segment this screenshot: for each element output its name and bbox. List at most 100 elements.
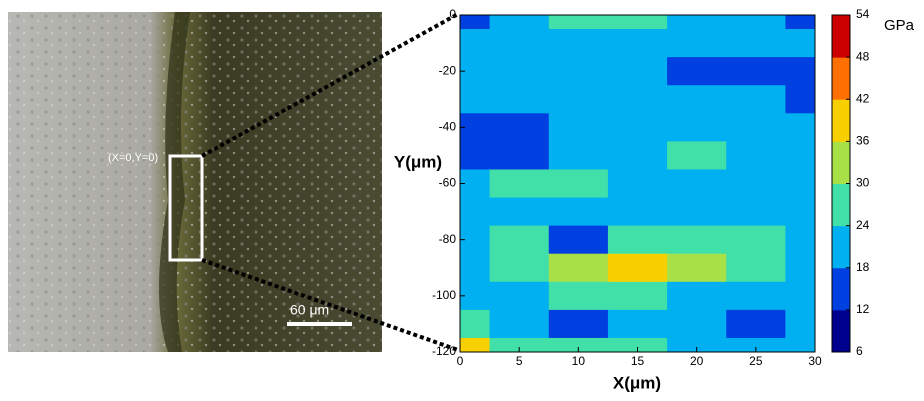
contour-cell <box>667 281 727 311</box>
contour-cell <box>667 337 727 353</box>
contour-cell <box>607 169 668 199</box>
contour-cell <box>785 281 816 311</box>
colorbar-tick-label: 36 <box>856 134 870 148</box>
contour-cell <box>726 169 786 199</box>
contour-cell <box>460 281 491 311</box>
contour-cell <box>489 225 550 255</box>
colorbar-tick-label: 6 <box>856 344 863 358</box>
scale-label: 60 μm <box>290 302 329 318</box>
x-tick-label: 20 <box>690 354 704 368</box>
contour-cell <box>726 281 786 311</box>
contour-cell <box>785 141 816 170</box>
contour-cell <box>785 253 816 283</box>
y-tick-label: -60 <box>439 176 457 190</box>
colorbar-segment <box>832 309 850 353</box>
contour-cell <box>607 141 668 170</box>
contour-cell <box>785 225 816 255</box>
colorbar-segment <box>832 99 850 142</box>
contour-cell <box>489 281 550 311</box>
contour-cell <box>489 253 550 283</box>
contour-cell <box>548 29 609 58</box>
contour-cell <box>607 57 668 86</box>
contour-cell <box>548 225 609 255</box>
contour-cell <box>667 169 727 199</box>
contour-cell <box>548 141 609 170</box>
contour-cell <box>607 85 668 114</box>
contour-cell <box>460 57 491 86</box>
y-axis-label: Y(μm) <box>394 152 442 171</box>
contour-cell <box>489 57 550 86</box>
x-tick-label: 10 <box>572 354 586 368</box>
y-tick-label: -20 <box>439 63 457 77</box>
y-tick-label: -40 <box>439 120 457 134</box>
colorbar-tick-label: 48 <box>856 49 870 63</box>
contour-cell <box>667 29 727 58</box>
x-tick-label: 30 <box>808 354 822 368</box>
contour-cell <box>460 169 491 199</box>
contour-cell <box>548 197 609 227</box>
colorbar-segment <box>832 57 850 100</box>
y-tick-label: -80 <box>439 232 457 246</box>
contour-cell <box>607 281 668 311</box>
contour-cell <box>460 113 491 142</box>
contour-cell <box>607 113 668 142</box>
contour-cell <box>726 309 786 339</box>
contour-cell <box>489 85 550 114</box>
colorbar-tick-label: 18 <box>856 260 870 274</box>
x-tick-label: 25 <box>749 354 763 368</box>
contour-cell <box>607 309 668 339</box>
colorbar-segment <box>832 225 850 269</box>
contour-cell <box>785 57 816 86</box>
contour-cell <box>667 253 727 283</box>
colorbar-tick-label: 24 <box>856 218 870 232</box>
x-tick-label: 5 <box>516 354 523 368</box>
contour-cell <box>489 197 550 227</box>
contour-cell <box>460 141 491 170</box>
contour-cell <box>785 337 816 353</box>
contour-cell <box>460 337 491 353</box>
y-tick-label: 0 <box>449 7 456 21</box>
contour-cell <box>785 29 816 58</box>
micrograph <box>8 12 382 352</box>
contour-cell <box>548 57 609 86</box>
contour-cell <box>726 141 786 170</box>
colorbar-segment <box>832 183 850 227</box>
contour-cell <box>489 29 550 58</box>
x-tick-label: 0 <box>457 354 464 368</box>
contour-cell <box>489 15 550 30</box>
contour-cell <box>726 253 786 283</box>
contour-cell <box>726 57 786 86</box>
contour-cell <box>785 15 816 30</box>
contour-cell <box>667 225 727 255</box>
contour-cell <box>667 309 727 339</box>
colorbar-segment <box>832 141 850 184</box>
contour-cell <box>548 253 609 283</box>
contour-cell <box>785 113 816 142</box>
y-tick-label: -100 <box>432 288 456 302</box>
contour-cell <box>726 29 786 58</box>
contour-cell <box>607 15 668 30</box>
x-tick-label: 15 <box>631 354 645 368</box>
contour-cell <box>489 169 550 199</box>
contour-cell <box>607 29 668 58</box>
colorbar-tick-label: 12 <box>856 302 870 316</box>
zoom-line <box>201 258 459 352</box>
contour-cell <box>667 113 727 142</box>
contour-cell <box>548 309 609 339</box>
origin-label: (X=0,Y=0) <box>108 152 158 164</box>
contour-cell <box>460 15 491 30</box>
contour-cell <box>460 309 491 339</box>
contour-cell <box>785 85 816 114</box>
contour-cell <box>726 15 786 30</box>
contour-plot <box>460 15 816 353</box>
contour-cell <box>548 169 609 199</box>
contour-cell <box>607 337 668 353</box>
contour-cell <box>460 197 491 227</box>
contour-cell <box>785 309 816 339</box>
contour-cell <box>548 337 609 353</box>
contour-cell <box>667 57 727 86</box>
contour-cell <box>460 85 491 114</box>
contour-cell <box>607 225 668 255</box>
contour-cell <box>460 253 491 283</box>
